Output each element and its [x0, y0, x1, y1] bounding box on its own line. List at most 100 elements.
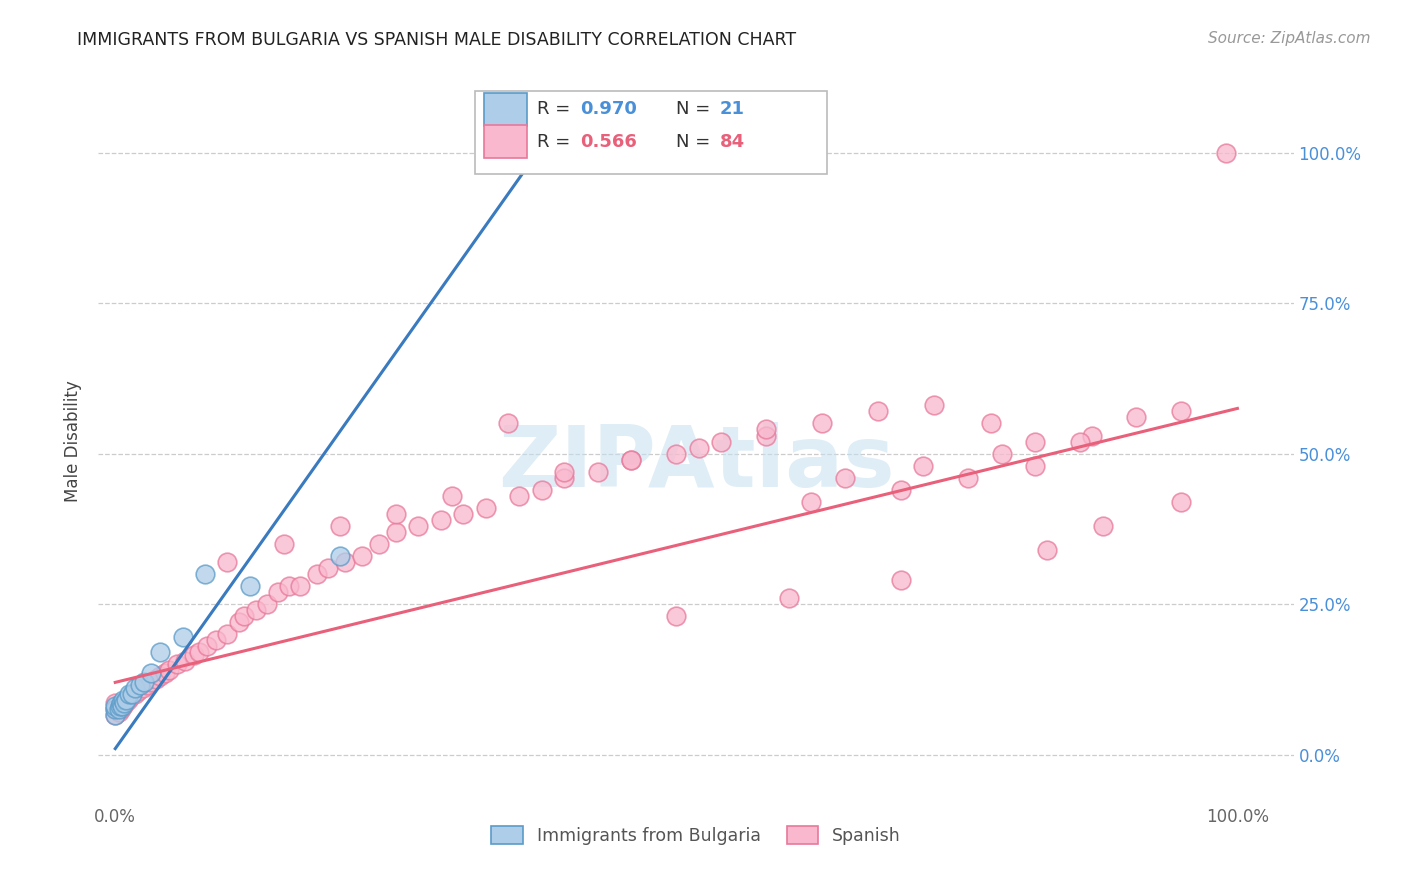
Point — [335, 555, 357, 569]
Point — [1035, 542, 1057, 557]
Point — [117, 693, 139, 707]
Text: 21: 21 — [720, 100, 745, 118]
Point — [194, 567, 217, 582]
Point — [318, 561, 340, 575]
Text: N =: N = — [676, 100, 716, 118]
Point — [755, 423, 778, 437]
Point — [924, 398, 946, 412]
Point — [124, 687, 146, 701]
Point — [245, 603, 267, 617]
Point — [474, 500, 496, 515]
Point — [508, 489, 530, 503]
Point — [710, 434, 733, 449]
Point — [104, 697, 127, 711]
Point — [134, 675, 156, 690]
Point — [135, 678, 157, 692]
Text: R =: R = — [537, 100, 576, 118]
Point — [149, 669, 172, 683]
Point — [127, 684, 149, 698]
Point — [267, 585, 290, 599]
Point — [778, 591, 800, 606]
Point — [496, 417, 519, 431]
Point — [157, 664, 180, 678]
Point — [256, 597, 278, 611]
Point — [834, 471, 856, 485]
Point — [124, 681, 146, 696]
Point — [1215, 145, 1237, 160]
Point — [868, 404, 890, 418]
Text: 0.566: 0.566 — [581, 133, 637, 151]
Text: Source: ZipAtlas.com: Source: ZipAtlas.com — [1208, 31, 1371, 46]
Point — [586, 465, 609, 479]
Point — [451, 507, 474, 521]
Point — [141, 666, 163, 681]
Point — [104, 702, 127, 716]
Point — [233, 609, 256, 624]
Point — [107, 702, 129, 716]
Point — [688, 441, 710, 455]
Point — [755, 428, 778, 442]
Point — [429, 513, 451, 527]
Point — [173, 654, 195, 668]
Point — [172, 630, 194, 644]
Point — [228, 615, 250, 630]
Point — [217, 627, 239, 641]
Point — [195, 639, 218, 653]
Point — [111, 699, 134, 714]
Point — [406, 519, 429, 533]
Point — [912, 458, 935, 473]
Point — [149, 645, 172, 659]
Point — [112, 699, 135, 714]
Point — [104, 708, 127, 723]
Point — [166, 657, 188, 672]
Point — [665, 609, 688, 624]
Point — [118, 690, 141, 705]
Point — [121, 687, 143, 701]
Text: IMMIGRANTS FROM BULGARIA VS SPANISH MALE DISABILITY CORRELATION CHART: IMMIGRANTS FROM BULGARIA VS SPANISH MALE… — [77, 31, 796, 49]
Point — [957, 471, 980, 485]
Point — [110, 702, 132, 716]
Point — [530, 483, 553, 497]
Legend: Immigrants from Bulgaria, Spanish: Immigrants from Bulgaria, Spanish — [485, 819, 907, 852]
Point — [620, 452, 643, 467]
Point — [118, 687, 141, 701]
Point — [385, 524, 408, 539]
Point — [1024, 458, 1046, 473]
Point — [145, 673, 167, 687]
Point — [1091, 519, 1114, 533]
Point — [553, 465, 575, 479]
Point — [553, 471, 575, 485]
Point — [890, 573, 912, 587]
Point — [273, 537, 295, 551]
Point — [800, 494, 823, 508]
Point — [108, 699, 131, 714]
Point — [1170, 404, 1192, 418]
Y-axis label: Male Disability: Male Disability — [65, 381, 83, 502]
Point — [1080, 428, 1102, 442]
Text: 0.970: 0.970 — [581, 100, 637, 118]
Point — [110, 697, 132, 711]
Point — [307, 567, 329, 582]
Point — [188, 645, 211, 659]
Point — [352, 549, 374, 563]
Point — [368, 537, 391, 551]
Point — [329, 519, 352, 533]
Point — [890, 483, 912, 497]
Point — [1069, 434, 1091, 449]
Point — [153, 666, 176, 681]
FancyBboxPatch shape — [485, 125, 527, 158]
Point — [440, 489, 463, 503]
Point — [980, 417, 1002, 431]
Point — [1024, 434, 1046, 449]
Point — [665, 446, 688, 460]
Point — [385, 507, 408, 521]
Point — [141, 675, 163, 690]
Point — [112, 693, 135, 707]
Point — [329, 549, 352, 563]
Text: R =: R = — [537, 133, 576, 151]
Point — [121, 687, 143, 701]
Point — [620, 452, 643, 467]
Text: ZIPAtlas: ZIPAtlas — [498, 422, 894, 505]
Point — [104, 702, 127, 716]
Text: 84: 84 — [720, 133, 745, 151]
